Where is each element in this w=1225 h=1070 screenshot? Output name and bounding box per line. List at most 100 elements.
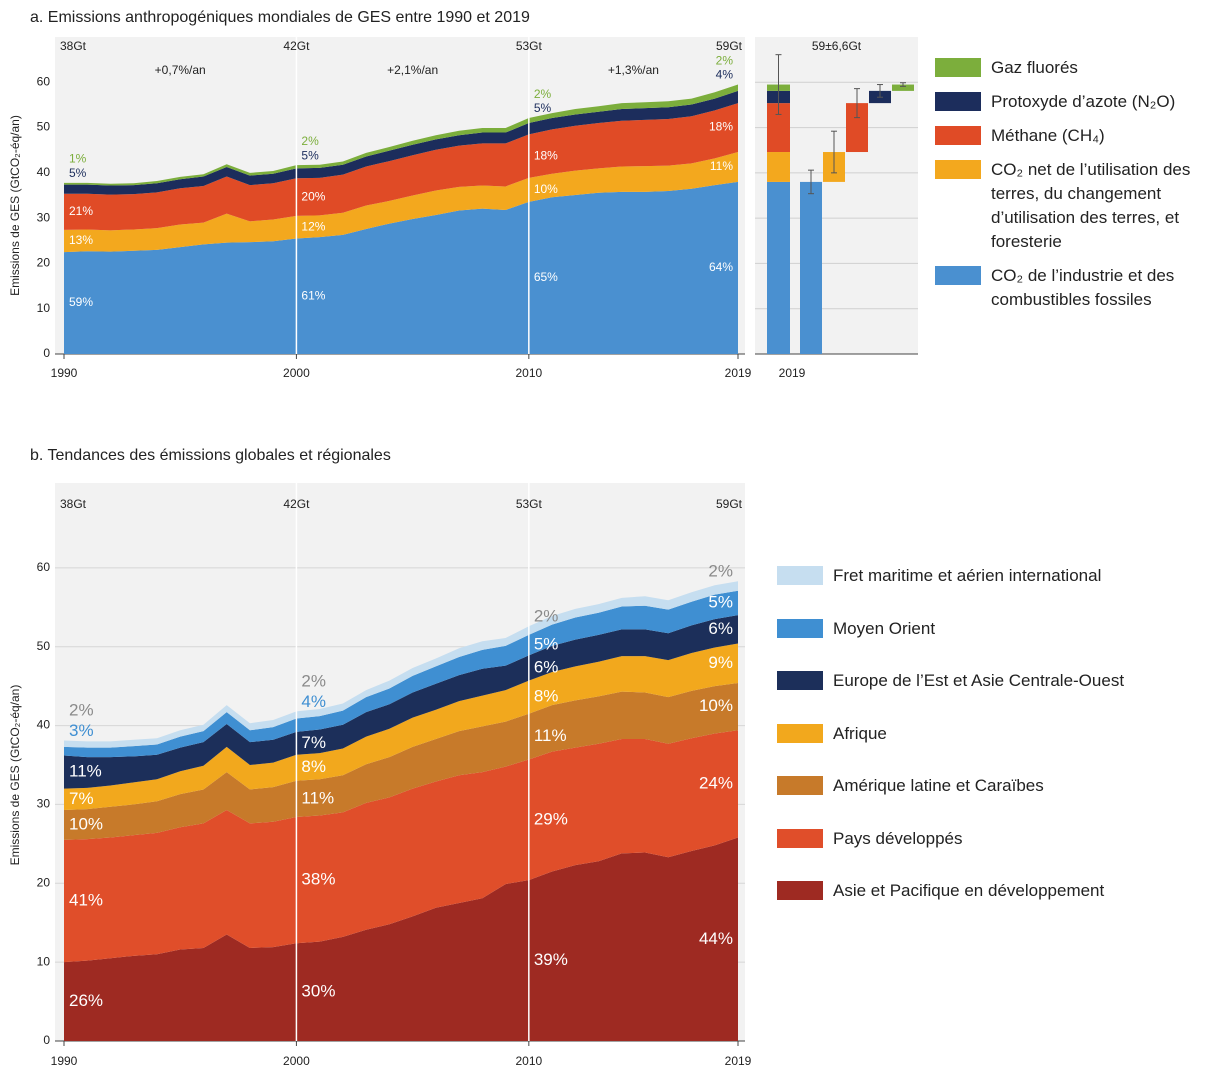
legend-swatch (935, 126, 981, 145)
legend-swatch (935, 160, 981, 179)
area (64, 643, 738, 810)
share-label: 29% (534, 809, 568, 828)
legend: Fret maritime et aérien international Moy… (777, 564, 1220, 903)
legend-label: Amérique latine et Caraïbes (833, 776, 1044, 795)
area (64, 181, 738, 354)
share-label: 2% (301, 671, 326, 690)
legend-swatch (777, 566, 823, 585)
legend-label: Afrique (833, 723, 887, 743)
share-label: 24% (699, 773, 733, 792)
share-label: 30% (301, 982, 335, 1001)
share-label: 44% (699, 929, 733, 948)
share-label: 11% (710, 159, 733, 173)
legend-label: Fret maritime et aérien international (833, 566, 1102, 585)
area (64, 837, 738, 1041)
waterfall-bar (846, 103, 868, 153)
legend-swatch (777, 776, 823, 795)
share-label: 12% (301, 219, 325, 233)
share-label: 5% (708, 592, 733, 611)
period-total-label: 38Gt (60, 497, 87, 511)
legend-swatch (777, 881, 823, 900)
share-label: 6% (534, 657, 559, 676)
share-label: 18% (534, 148, 558, 162)
legend-item: Gaz fluorés (935, 56, 1220, 80)
share-label: 21% (69, 204, 93, 218)
period-total-label: 53Gt (516, 497, 543, 511)
y-tick-label: 50 (37, 120, 51, 134)
y-tick-label: 40 (37, 718, 51, 732)
waterfall-bar (892, 84, 914, 91)
share-label: 59% (69, 295, 93, 309)
share-label: 8% (301, 757, 326, 776)
legend-item: CO₂ net de l’utilisation des terres, du … (935, 158, 1220, 254)
share-label: 10% (534, 182, 558, 196)
x-tick-label: 2000 (283, 1054, 310, 1068)
period-total-label: 59Gt (716, 39, 743, 53)
x-tick-label: 1990 (51, 366, 78, 380)
area (64, 152, 738, 253)
waterfall-title: 59±6,6Gt (812, 39, 862, 53)
share-label: 18% (709, 120, 733, 134)
stacked-bar-segment (767, 181, 790, 354)
legend-label: Protoxyde d’azote (N₂O) (991, 92, 1176, 111)
y-tick-label: 30 (37, 210, 51, 224)
x-tick-label: 2019 (725, 1054, 752, 1068)
share-label: 2% (69, 701, 94, 720)
y-tick-label: 60 (37, 74, 51, 88)
legend-label: Moyen Orient (833, 618, 936, 638)
y-axis-label: Emissions de GES (GtCO₂-éq/an) (8, 685, 22, 866)
share-label: 39% (534, 950, 568, 969)
share-label: 4% (716, 68, 734, 82)
legend-item: Asie et Pacifique en développement (777, 879, 1220, 903)
share-label: 5% (534, 101, 552, 115)
legend-swatch (935, 266, 981, 285)
chart-title: b. Tendances des émissions globales et r… (30, 447, 391, 464)
share-label: 4% (301, 692, 326, 711)
x-tick-label: 1990 (51, 1054, 78, 1068)
y-tick-label: 20 (37, 256, 51, 270)
share-label: 2% (716, 53, 734, 67)
y-tick-label: 30 (37, 797, 51, 811)
y-axis-label: Emissions de GES (GtCO₂-éq/an) (8, 115, 22, 296)
area (64, 730, 738, 963)
area (64, 590, 738, 758)
y-tick-label: 40 (37, 165, 51, 179)
share-label: 10% (699, 696, 733, 715)
share-label: 26% (69, 991, 103, 1010)
y-tick-label: 0 (43, 346, 50, 360)
y-tick-label: 50 (37, 639, 51, 653)
legend-label: Asie et Pacifique en développement (833, 881, 1105, 900)
legend-label: CO₂ net de l’utilisation des terres, du … (991, 160, 1191, 251)
y-tick-label: 60 (37, 560, 51, 574)
share-label: 7% (301, 733, 326, 752)
legend-item: Protoxyde d’azote (N₂O) (935, 90, 1220, 114)
legend-item: Moyen Orient (777, 617, 1220, 641)
period-total-label: 53Gt (516, 39, 543, 53)
stacked-bar-segment (767, 152, 790, 182)
legend-label: Pays développés (833, 828, 963, 848)
stacked-bar-segment (767, 103, 790, 153)
legend-swatch (935, 58, 981, 77)
share-label: 9% (708, 653, 733, 672)
legend-item: CO₂ de l’industrie et des combustibles f… (935, 264, 1220, 312)
period-total-label: 59Gt (716, 497, 743, 511)
y-tick-label: 20 (37, 875, 51, 889)
share-label: 2% (708, 562, 733, 581)
share-label: 13% (69, 233, 93, 247)
share-label: 3% (69, 721, 94, 740)
x-tick-label: 2010 (515, 366, 542, 380)
growth-rate-label: +1,3%/an (608, 63, 659, 77)
share-label: 10% (69, 814, 103, 833)
share-label: 1% (69, 152, 87, 166)
legend-item: Amérique latine et Caraïbes (777, 774, 1220, 798)
share-label: 8% (534, 687, 559, 706)
x-tick-label: 2000 (283, 366, 310, 380)
area (64, 682, 738, 840)
share-label: 61% (301, 288, 325, 302)
period-total-label: 42Gt (283, 497, 310, 511)
legend-label: Méthane (CH₄) (991, 126, 1105, 145)
legend-item: Fret maritime et aérien international (777, 564, 1220, 588)
legend-item: Afrique (777, 722, 1220, 746)
y-tick-label: 10 (37, 954, 51, 968)
